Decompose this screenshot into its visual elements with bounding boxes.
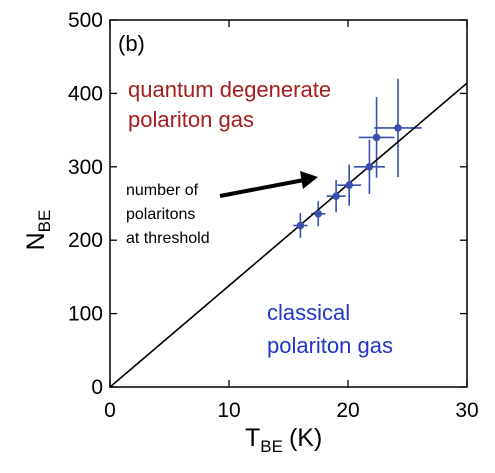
x-tick-label: 20 (336, 399, 359, 422)
data-points (296, 124, 402, 230)
lower-region-label: polariton gas (267, 333, 393, 358)
lower-region-label: classical (267, 300, 350, 325)
arrow (219, 171, 318, 198)
y-tick-label: 300 (68, 156, 103, 179)
data-point (372, 133, 381, 142)
panel-label: (b) (118, 31, 145, 56)
arrow-note: at threshold (126, 230, 210, 247)
y-tick-label: 400 (68, 82, 103, 105)
threshold-line (110, 82, 467, 387)
y-tick-label: 0 (91, 376, 103, 399)
x-tick-label: 10 (217, 399, 240, 422)
data-point (394, 124, 402, 132)
y-tick-label: 100 (68, 303, 103, 326)
upper-region-label: polariton gas (128, 107, 254, 132)
x-axis-label: TBE (K) (245, 424, 322, 456)
arrow-note: number of (126, 182, 199, 199)
upper-region-label: quantum degenerate (128, 77, 331, 102)
data-point (332, 192, 340, 200)
y-tick-label: 500 (68, 9, 103, 32)
y-ticks: 0 100 200 300 400 500 (68, 9, 467, 399)
y-axis-label: NBE (22, 210, 54, 251)
x-tick-label: 30 (455, 399, 478, 422)
data-point (314, 209, 323, 218)
data-point (296, 221, 305, 230)
x-ticks: 0 10 20 30 (104, 20, 479, 422)
y-tick-label: 200 (68, 229, 103, 252)
x-tick-label: 0 (104, 399, 116, 422)
data-point (365, 163, 374, 171)
plot-frame (109, 19, 468, 388)
arrow-note: polaritons (126, 206, 195, 223)
data-point (345, 181, 353, 189)
